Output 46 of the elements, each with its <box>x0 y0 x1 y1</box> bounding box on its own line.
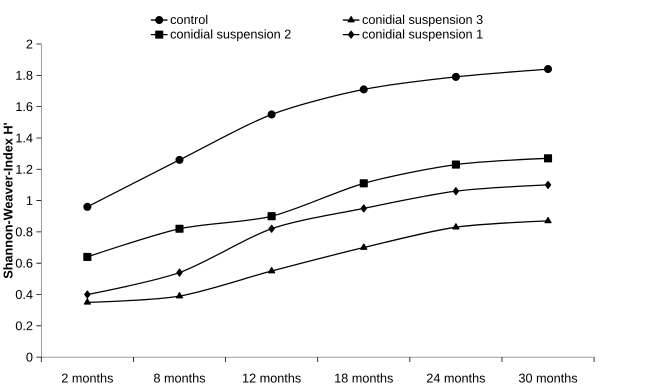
point <box>452 72 460 81</box>
point <box>84 290 91 298</box>
y-tick-label: 1.6 <box>16 102 32 111</box>
point <box>175 156 184 164</box>
y-tick-label: 0.6 <box>16 258 32 268</box>
point <box>360 243 368 250</box>
point <box>268 212 276 220</box>
point <box>83 252 92 261</box>
point <box>360 85 368 94</box>
point <box>176 268 183 276</box>
point <box>268 110 276 118</box>
y-tick-label: 1.2 <box>16 164 32 174</box>
x-tick-label: 30 months <box>518 373 578 382</box>
point <box>544 64 552 73</box>
y-tick-label: 1 <box>26 196 32 205</box>
y-tick-label: 1.8 <box>16 70 32 80</box>
x-tick-label: 18 months <box>335 373 393 382</box>
legend-label: conidial suspension 2 <box>170 29 291 41</box>
legend-label: conidial suspension 1 <box>362 29 483 41</box>
y-tick-label: 0.4 <box>16 290 33 299</box>
y-tick-label: 2 <box>26 39 32 48</box>
y-tick-label: 1.4 <box>16 133 33 142</box>
point <box>360 204 367 212</box>
point <box>544 154 552 162</box>
point <box>268 266 276 274</box>
point <box>544 216 552 224</box>
y-tick-label: 0 <box>26 352 32 362</box>
legend-label: conidial suspension 3 <box>362 14 483 26</box>
x-tick-label: 8 months <box>154 373 206 382</box>
y-tick-label: 0.2 <box>16 321 32 330</box>
x-tick-label: 2 months <box>62 373 113 382</box>
x-tick-label: 24 months <box>426 373 486 382</box>
point <box>175 224 184 233</box>
point <box>452 160 460 168</box>
point <box>360 179 368 188</box>
point <box>452 186 460 196</box>
point <box>84 298 91 304</box>
y-axis-title: Shannon-Weaver-Index H' <box>3 122 13 278</box>
point <box>83 202 92 211</box>
y-tick-label: 0.8 <box>16 227 32 236</box>
x-tick-label: 12 months <box>243 373 301 382</box>
legend-label: control <box>170 14 208 24</box>
point <box>268 224 275 233</box>
point <box>544 180 552 189</box>
point <box>176 292 184 298</box>
point <box>452 222 460 230</box>
